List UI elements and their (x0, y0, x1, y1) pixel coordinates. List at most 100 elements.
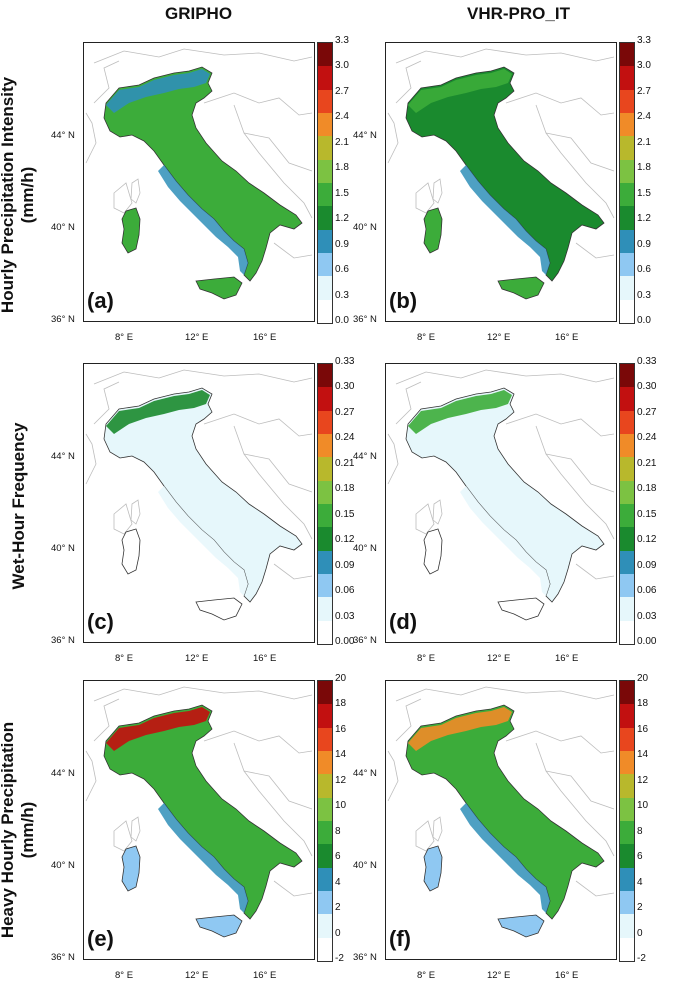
colorbar-segment (318, 229, 332, 253)
colorbar-segment (318, 457, 332, 481)
colorbar-tick-label: 0.12 (335, 534, 355, 546)
colorbar-segment (620, 867, 634, 891)
colorbar-segment (318, 797, 332, 821)
colorbar (619, 42, 635, 324)
colorbar-tick-label: -2 (637, 953, 646, 964)
lat-label-44n: 44° N (51, 768, 75, 779)
colorbar-segment (318, 480, 332, 504)
row-title-heavy-line1: Heavy Hourly Precipitation (0, 721, 17, 939)
colorbar-tick-label: 14 (637, 749, 649, 761)
colorbar-segment (620, 112, 634, 137)
lat-label-36n: 36° N (51, 314, 75, 325)
colorbar-segment (620, 457, 634, 481)
colorbar-segment (620, 820, 634, 845)
alpine-band (106, 390, 210, 434)
colorbar-segment (318, 182, 332, 207)
neighbour-borders (387, 686, 615, 897)
colorbar-tick-label: 0.06 (335, 585, 355, 597)
lon-label-16e: 16° E (555, 332, 579, 343)
colorbar-tick-label: 20 (335, 673, 347, 684)
colorbar-tick-label: 2.4 (637, 111, 651, 123)
colorbar-segment (620, 252, 634, 277)
lon-label-8e: 8° E (417, 970, 436, 981)
colorbar-segment (620, 364, 634, 388)
panel-label: (a) (87, 288, 114, 313)
colorbar-segment (318, 820, 332, 845)
italy-map (387, 686, 615, 938)
colorbar-tick-label: 0.09 (335, 559, 355, 571)
colorbar-segment (318, 410, 332, 434)
panel-label: (d) (389, 609, 418, 634)
colorbar-tick-label: 3.0 (335, 60, 349, 72)
colorbar-tick-label: 0.03 (637, 610, 657, 622)
colorbar-tick-label: 0.24 (637, 432, 657, 444)
lat-label-40n: 40° N (353, 860, 377, 871)
lon-label-16e: 16° E (253, 332, 277, 343)
colorbar-tick-label: 4 (335, 876, 341, 888)
colorbar-tick-label: 10 (637, 800, 649, 812)
corsica (130, 499, 141, 525)
italy-map (85, 369, 313, 621)
colorbar-segment (620, 89, 634, 113)
lon-label-12e: 12° E (487, 970, 511, 981)
colorbar-segment (318, 299, 332, 323)
colorbar-segment (620, 937, 634, 961)
sardinia (121, 207, 141, 254)
neighbour-borders (387, 48, 615, 259)
lat-label-44n: 44° N (353, 130, 377, 141)
colorbar-segment (318, 681, 332, 705)
sicily (497, 276, 545, 300)
corsica (432, 178, 443, 204)
colorbar (317, 363, 333, 645)
colorbar-tick-label: 1.5 (335, 187, 349, 199)
colorbar (317, 680, 333, 962)
coastal-band (158, 165, 248, 275)
coastal-band (158, 486, 248, 596)
lon-label-16e: 16° E (253, 653, 277, 664)
colorbar-tick-label: 0.00 (335, 636, 355, 647)
colorbar-tick-label: 3.3 (335, 35, 349, 46)
alpine-band (408, 707, 512, 751)
colorbar-segment (620, 43, 634, 67)
lon-label-16e: 16° E (253, 970, 277, 981)
colorbar-segment (620, 136, 634, 160)
lon-label-8e: 8° E (417, 332, 436, 343)
colorbar-tick-label: 0.6 (335, 264, 349, 276)
lat-label-36n: 36° N (353, 314, 377, 325)
row-title-frequency-line1: Wet-Hour Frequency (9, 422, 28, 590)
lat-label-36n: 36° N (353, 952, 377, 963)
colorbar-tick-label: 14 (335, 749, 347, 761)
colorbar-segment (318, 112, 332, 137)
colorbar-tick-label: 0.18 (335, 483, 355, 495)
colorbar-tick-label: 2 (335, 902, 341, 914)
colorbar-segment (620, 299, 634, 323)
panel-label: (c) (87, 609, 114, 634)
colorbar-segment (318, 136, 332, 160)
colorbar-segment (318, 550, 332, 574)
coastal-band (460, 486, 550, 596)
colorbar-segment (620, 750, 634, 775)
colorbar-tick-label: 0.3 (637, 289, 651, 301)
lat-label-36n: 36° N (51, 952, 75, 963)
lat-label-40n: 40° N (353, 222, 377, 233)
colorbar-tick-label: 0.30 (637, 381, 657, 393)
colorbar-tick-label: 1.5 (637, 187, 651, 199)
colorbar-segment (620, 276, 634, 300)
colorbar-segment (620, 550, 634, 574)
lon-label-12e: 12° E (487, 653, 511, 664)
coastal-band (158, 803, 248, 913)
colorbar-tick-label: 20 (637, 673, 649, 684)
colorbar-segment (318, 206, 332, 230)
colorbar-segment (318, 43, 332, 67)
row-title-intensity-line2: (mm/h) (18, 166, 37, 224)
sardinia (121, 845, 141, 892)
colorbar-segment (318, 750, 332, 775)
colorbar-segment (318, 89, 332, 113)
lon-label-16e: 16° E (555, 653, 579, 664)
colorbar-tick-label: 0 (335, 927, 341, 939)
panel-label: (b) (389, 288, 418, 313)
colorbar-tick-label: 0.6 (637, 264, 651, 276)
coastal-band (460, 803, 550, 913)
colorbar-segment (318, 914, 332, 938)
colorbar-tick-label: -2 (335, 953, 344, 964)
